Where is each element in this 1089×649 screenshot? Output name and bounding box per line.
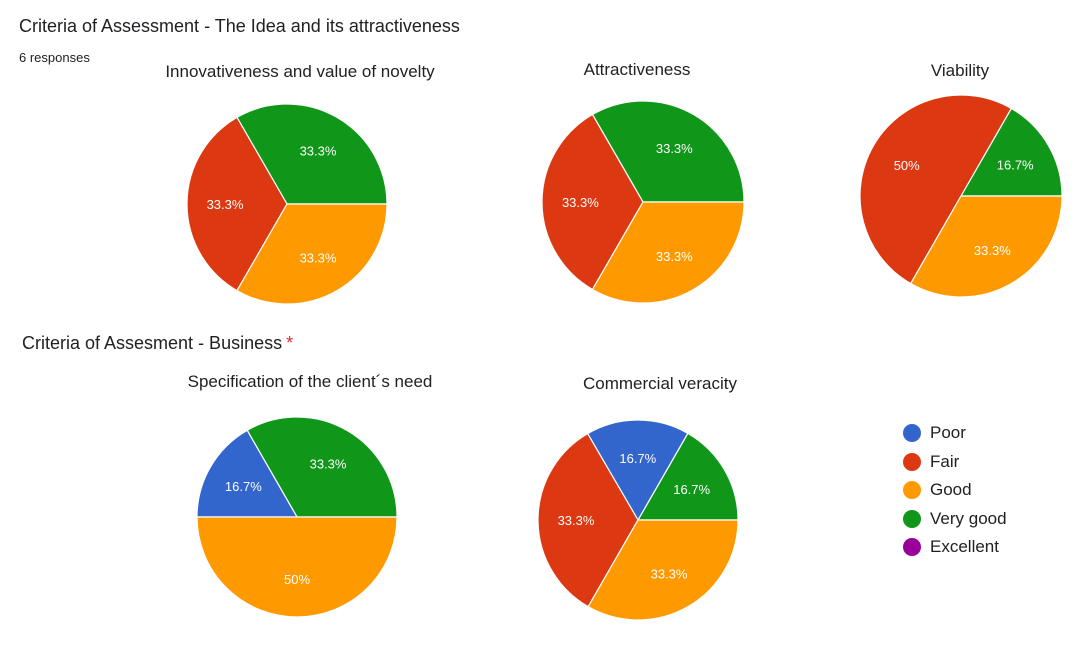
section-title-business-text: Criteria of Assesment - Business bbox=[22, 333, 283, 353]
legend-item-excellent: Excellent bbox=[903, 533, 1007, 562]
pie-slice-label: 33.3% bbox=[558, 513, 595, 528]
legend-label-poor: Poor bbox=[930, 423, 966, 443]
legend-swatch-very-good bbox=[903, 509, 921, 528]
responses-count: 6 responses bbox=[19, 50, 90, 65]
legend-swatch-poor bbox=[903, 424, 921, 443]
chart-title-innovativeness: Innovativeness and value of novelty bbox=[165, 62, 435, 81]
required-asterisk: * bbox=[286, 333, 294, 353]
legend: Poor Fair Good Very good Excellent bbox=[903, 419, 1007, 562]
chart-title-client-need: Specification of the client´s need bbox=[187, 372, 433, 391]
pie-slice-very-good bbox=[246, 416, 398, 518]
legend-swatch-fair bbox=[903, 452, 921, 471]
legend-label-very-good: Very good bbox=[930, 508, 1007, 528]
pie-slice-very-good bbox=[959, 107, 1063, 197]
section-title-idea-text: Criteria of Assessment - The Idea and it… bbox=[19, 16, 460, 36]
pie-slice-label: 33.3% bbox=[656, 141, 693, 156]
pie-slice-very-good bbox=[591, 100, 745, 203]
section-title-idea: Criteria of Assessment - The Idea and it… bbox=[19, 16, 460, 37]
pie-slice-good bbox=[236, 203, 388, 305]
pie-slice-label: 16.7% bbox=[619, 451, 656, 466]
pie-slice-good bbox=[909, 195, 1063, 298]
chart-title-viability: Viability bbox=[930, 61, 990, 80]
pie-slice-good bbox=[587, 519, 739, 621]
pie-slice-label: 16.7% bbox=[997, 158, 1034, 173]
pie-slice-label: 50% bbox=[284, 572, 310, 587]
pie-slice-label: 16.7% bbox=[673, 482, 710, 497]
pie-slice-label: 33.3% bbox=[310, 456, 347, 471]
pie-slice-very-good bbox=[636, 432, 739, 521]
pie-slice-label: 16.7% bbox=[225, 479, 262, 494]
pie-slice-fair bbox=[859, 94, 1013, 285]
legend-item-good: Good bbox=[903, 476, 1007, 505]
pie-slice-very-good bbox=[236, 103, 388, 205]
pie-slice-label: 33.3% bbox=[207, 197, 244, 212]
legend-label-fair: Fair bbox=[930, 451, 960, 471]
pie-slice-poor bbox=[586, 419, 689, 522]
pie-slice-label: 33.3% bbox=[651, 567, 688, 582]
chart-title-attractiveness: Attractiveness bbox=[583, 60, 691, 79]
pie-slice-label: 33.3% bbox=[300, 143, 337, 158]
legend-item-fair: Fair bbox=[903, 448, 1007, 477]
legend-item-very-good: Very good bbox=[903, 505, 1007, 534]
section-title-business: Criteria of Assesment - Business * bbox=[22, 333, 293, 354]
legend-swatch-good bbox=[903, 481, 921, 500]
pie-slice-label: 33.3% bbox=[974, 243, 1011, 258]
legend-label-excellent: Excellent bbox=[930, 537, 999, 557]
pie-slice-label: 50% bbox=[894, 158, 920, 173]
legend-item-poor: Poor bbox=[903, 419, 1007, 448]
legend-swatch-excellent bbox=[903, 538, 921, 557]
pie-slice-label: 33.3% bbox=[562, 195, 599, 210]
pie-slice-label: 33.3% bbox=[656, 249, 693, 264]
pie-slice-good bbox=[196, 516, 398, 618]
legend-label-good: Good bbox=[930, 480, 972, 500]
pie-slice-good bbox=[591, 201, 745, 304]
pie-slice-poor bbox=[196, 429, 299, 518]
chart-title-commercial-veracity: Commercial veracity bbox=[583, 374, 737, 393]
pie-slice-label: 33.3% bbox=[300, 251, 337, 266]
